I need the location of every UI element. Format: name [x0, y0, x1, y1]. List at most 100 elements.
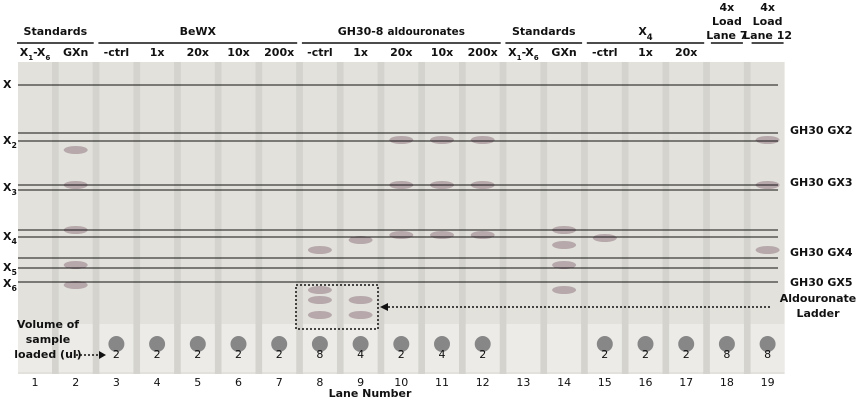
lane-label: 10x	[227, 46, 249, 59]
spot	[307, 286, 332, 294]
lane	[58, 62, 93, 374]
label-part: X	[3, 277, 12, 290]
label-part: -ctrl	[104, 46, 130, 59]
lane-label: 200x	[264, 46, 294, 59]
lane-label: 1x	[638, 46, 653, 59]
lane	[669, 62, 704, 374]
lane-number: 16	[639, 376, 653, 389]
marker-label: X6	[3, 277, 17, 293]
lane-label: 1x	[150, 46, 165, 59]
lane	[262, 62, 297, 374]
spot	[755, 136, 780, 144]
load-spot	[311, 336, 328, 352]
lane-label: X1-X6	[508, 46, 539, 62]
marker-label: X3	[3, 181, 17, 197]
label-part: 2	[11, 141, 16, 150]
lane	[506, 62, 541, 374]
label-part: X	[3, 181, 12, 194]
lane-number: 4	[154, 376, 161, 389]
load-label: 4x	[760, 1, 775, 14]
ladder-label: Aldouronate	[780, 292, 857, 305]
label-part: 6	[534, 53, 539, 62]
spot	[755, 246, 780, 254]
lane	[221, 62, 256, 374]
volume-label: sample	[26, 333, 71, 346]
lane-number: 15	[598, 376, 612, 389]
label-part: 6	[45, 53, 50, 62]
label-part: X	[638, 25, 647, 38]
label-part: GXn	[551, 46, 576, 59]
label-part: 1x	[353, 46, 368, 59]
label-part: X	[20, 46, 29, 59]
lane-label: -ctrl	[307, 46, 333, 59]
group-header: BeWX	[180, 25, 217, 38]
label-part: BeWX	[180, 25, 217, 38]
lane	[587, 62, 622, 374]
lane-label: GXn	[551, 46, 576, 59]
spot	[348, 311, 373, 319]
load-spot	[678, 336, 695, 352]
label-part: 4	[647, 32, 653, 42]
volume-value: 2	[113, 348, 120, 361]
load-spot	[108, 336, 125, 352]
arrow-head	[380, 303, 388, 311]
volume-label: Volume of	[17, 318, 79, 331]
lane	[140, 62, 175, 374]
volume-value: 2	[235, 348, 242, 361]
band-label: GH30 GX3	[790, 176, 853, 189]
load-spot	[189, 336, 206, 352]
well	[58, 324, 93, 372]
lane-label: 200x	[468, 46, 498, 59]
ladder-label: Ladder	[796, 307, 840, 320]
lane-label: 20x	[675, 46, 697, 59]
ladder-box	[295, 284, 379, 330]
axis-label: Lane Number	[329, 387, 412, 400]
lane-number: 8	[316, 376, 323, 389]
label-part: 200x	[468, 46, 498, 59]
lane-number: 1	[32, 376, 39, 389]
load-spot	[759, 336, 776, 352]
label-part: X	[508, 46, 517, 59]
group-header: GH30-8 aldouronates	[338, 25, 465, 38]
load-spot	[434, 336, 450, 352]
lane-number: 14	[557, 376, 571, 389]
lane-number: 2	[72, 376, 79, 389]
group-header: Standards	[512, 25, 576, 38]
lane-label: 1x	[353, 46, 368, 59]
label-part: 1x	[638, 46, 653, 59]
label-part: Standards	[24, 25, 88, 38]
lane	[628, 62, 663, 374]
lane-number: 10	[394, 376, 408, 389]
volume-value: 4	[357, 348, 364, 361]
lane	[547, 62, 582, 374]
lane	[302, 62, 337, 374]
label-part: 1	[517, 53, 522, 62]
label-part: -X	[33, 46, 46, 59]
spot	[348, 296, 373, 304]
lane-number: 17	[679, 376, 693, 389]
volume-value: 2	[642, 348, 649, 361]
label-part: 200x	[264, 46, 294, 59]
label-part: 1x	[150, 46, 165, 59]
label-part: 6	[11, 284, 16, 293]
spot	[430, 136, 454, 144]
spot	[592, 234, 617, 242]
label-part: 10x	[431, 46, 453, 59]
lane-number: 12	[476, 376, 490, 389]
band-label: GH30 GX2	[790, 124, 853, 137]
lane	[18, 62, 52, 374]
spot	[307, 311, 332, 319]
load-label: Load	[753, 15, 783, 28]
lane	[343, 62, 378, 374]
volume-value: 2	[683, 348, 690, 361]
load-spot	[474, 336, 491, 352]
spot	[307, 246, 332, 254]
lane-number: 11	[435, 376, 449, 389]
marker-label: X5	[3, 261, 17, 277]
volume-value: 4	[439, 348, 446, 361]
lane	[750, 62, 785, 374]
volume-value: 8	[723, 348, 730, 361]
spot	[389, 136, 414, 144]
spot	[63, 281, 88, 289]
